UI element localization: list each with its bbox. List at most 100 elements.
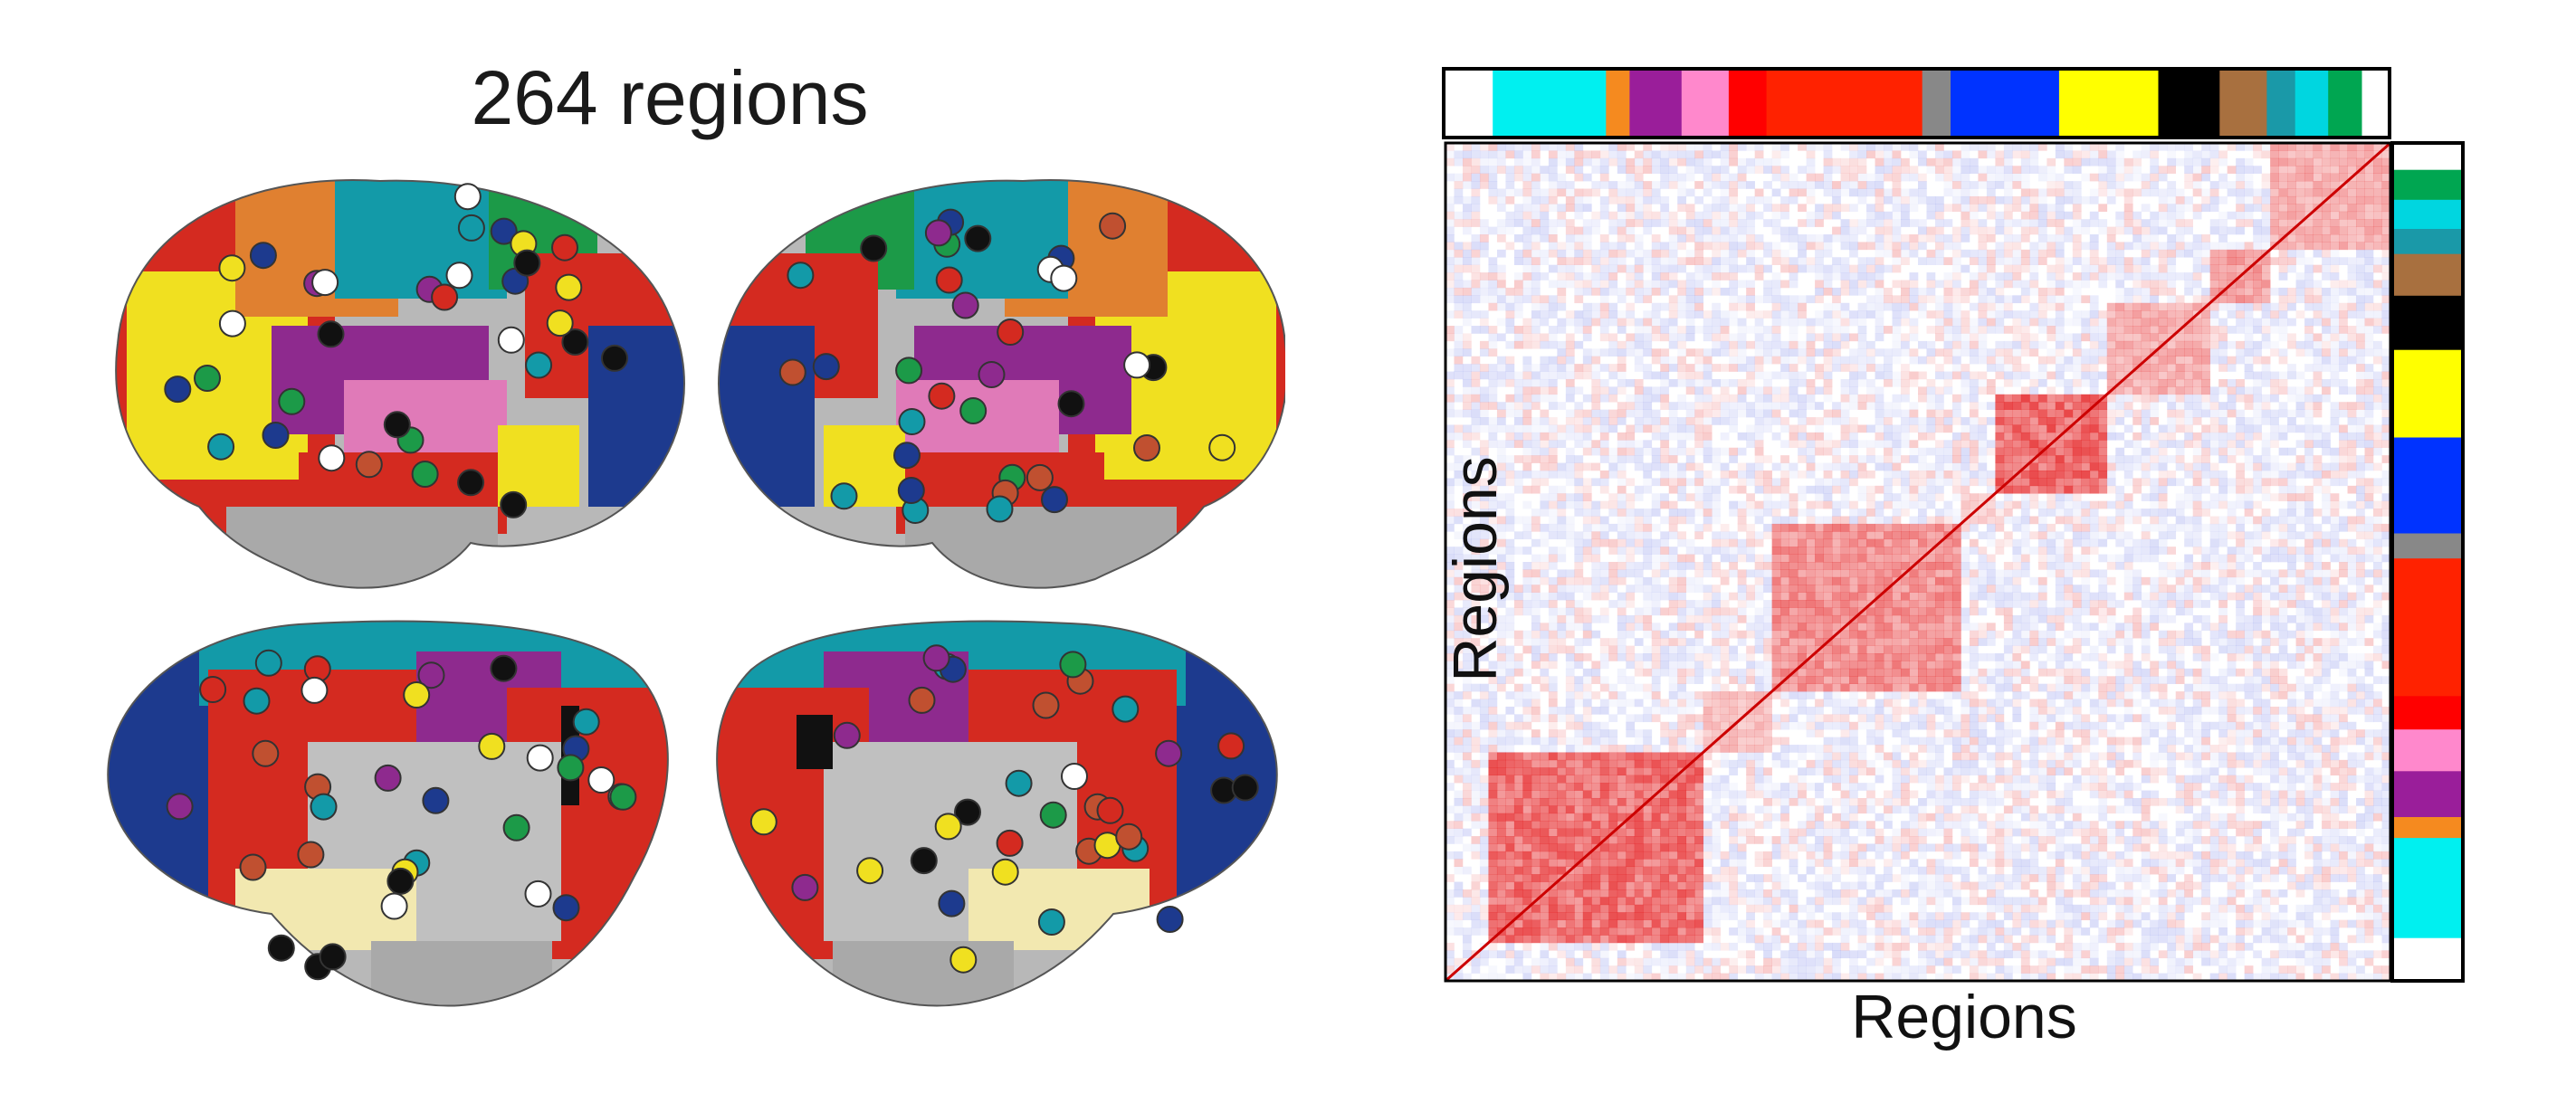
region-node — [525, 351, 553, 379]
region-node — [928, 382, 956, 410]
network-segment — [2394, 252, 2461, 296]
region-node — [1111, 695, 1140, 723]
network-segment — [2394, 198, 2461, 229]
region-node — [787, 261, 815, 290]
region-nodes — [164, 183, 1259, 981]
region-node — [310, 793, 338, 821]
region-node — [1123, 351, 1151, 379]
region-node — [1217, 732, 1245, 760]
region-node — [502, 813, 530, 842]
right-medial-hemisphere — [716, 620, 1278, 1007]
network-segment — [2058, 71, 2160, 136]
network-segment — [2158, 71, 2221, 136]
region-node — [601, 344, 628, 372]
region-node — [254, 649, 282, 677]
region-node — [997, 319, 1025, 346]
region-node — [1059, 651, 1087, 679]
region-node — [207, 433, 235, 461]
region-node — [411, 461, 439, 488]
region-node — [951, 291, 979, 319]
region-node — [513, 249, 541, 277]
region-node — [403, 681, 431, 708]
region-node — [1039, 801, 1067, 829]
region-node — [311, 269, 339, 297]
region-node — [895, 357, 923, 385]
network-segment — [2394, 728, 2461, 772]
region-node — [1096, 796, 1124, 824]
region-node — [856, 857, 884, 885]
x-axis-label: Regions — [1851, 983, 2077, 1051]
region-node — [422, 786, 450, 814]
region-node — [297, 841, 325, 869]
region-node — [1208, 433, 1236, 461]
region-node — [431, 283, 459, 311]
region-node — [252, 739, 280, 767]
network-segment — [2295, 71, 2329, 136]
network-segment — [2394, 295, 2461, 350]
region-node — [893, 442, 921, 470]
region-node — [908, 686, 936, 714]
network-segment — [2328, 71, 2362, 136]
region-node — [978, 361, 1006, 388]
region-node — [262, 422, 290, 449]
region-node — [267, 934, 295, 962]
region-node — [749, 808, 778, 836]
region-node — [319, 943, 347, 971]
region-node — [791, 873, 819, 901]
region-node — [552, 894, 580, 922]
region-node — [964, 224, 992, 252]
region-node — [935, 266, 963, 294]
region-node — [954, 798, 981, 826]
region-node — [166, 793, 194, 821]
region-node — [1057, 390, 1085, 418]
region-node — [490, 654, 518, 682]
region-node — [587, 766, 615, 794]
network-color-bar-top — [1445, 71, 2362, 136]
region-node — [938, 889, 966, 918]
region-node — [243, 687, 271, 715]
region-node — [1050, 264, 1078, 292]
region-node — [934, 813, 962, 841]
network-segment — [1728, 71, 1768, 136]
region-node — [557, 754, 585, 782]
region-node — [996, 829, 1024, 857]
region-node — [239, 853, 267, 881]
region-node — [898, 408, 926, 435]
region-node — [1099, 212, 1127, 240]
region-node — [609, 783, 637, 811]
region-node — [380, 892, 408, 920]
network-segment — [1493, 71, 1608, 136]
network-segment — [2394, 557, 2461, 697]
region-node — [959, 397, 987, 424]
region-node — [194, 365, 221, 392]
region-node — [910, 847, 938, 875]
region-node — [1155, 739, 1183, 767]
region-node — [278, 387, 306, 415]
network-segment — [2394, 837, 2461, 938]
region-node — [1156, 906, 1184, 933]
region-node — [478, 732, 506, 760]
region-node — [1041, 486, 1068, 514]
region-node — [949, 946, 978, 974]
region-node — [199, 676, 227, 703]
region-node — [922, 644, 950, 672]
region-node — [490, 217, 518, 245]
region-node — [1032, 691, 1060, 719]
region-node — [551, 233, 578, 261]
region-node — [986, 495, 1014, 523]
network-segment — [1922, 71, 1951, 136]
connectivity-matrix — [1445, 143, 2391, 982]
region-node — [301, 676, 329, 704]
region-node — [445, 261, 473, 290]
region-node — [833, 721, 861, 749]
brain-panel-title: 264 regions — [471, 55, 869, 140]
region-node — [497, 326, 525, 354]
region-node — [457, 469, 485, 497]
network-segment — [2394, 532, 2461, 559]
region-node — [860, 234, 888, 262]
region-node — [572, 708, 600, 736]
region-node — [561, 328, 589, 356]
region-node — [524, 880, 552, 908]
region-node — [457, 214, 485, 242]
